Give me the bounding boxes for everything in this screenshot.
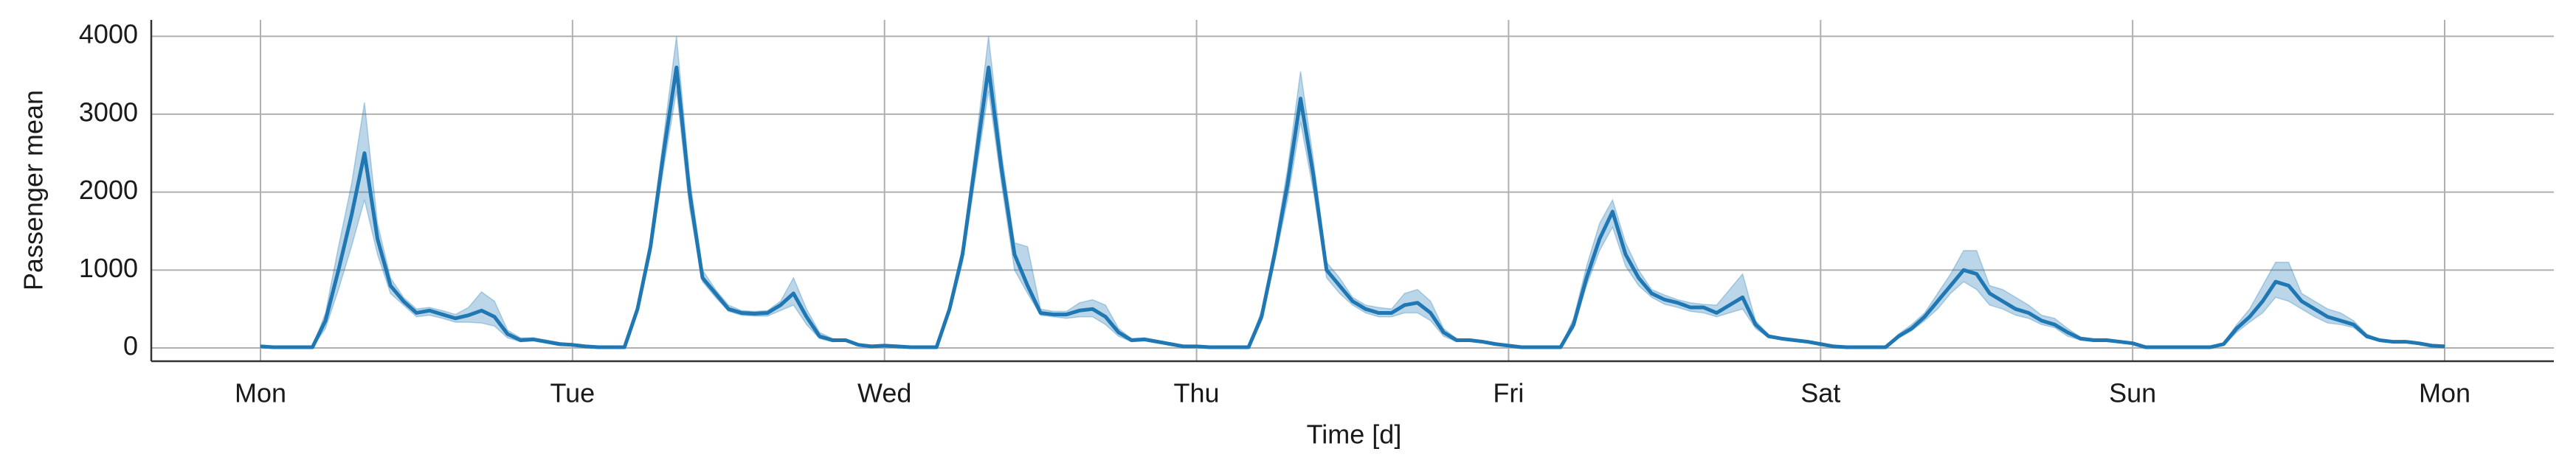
x-tick-label: Mon <box>2419 378 2470 408</box>
y-axis-label: Passenger mean <box>18 90 49 290</box>
line <box>260 65 2445 349</box>
x-tick-label: Thu <box>1174 378 1220 408</box>
x-tick-label: Sun <box>2109 378 2156 408</box>
y-tick-label: 4000 <box>79 19 138 49</box>
x-axis-label: Time [d] <box>1307 419 1402 450</box>
x-tick-label: Fri <box>1493 378 1524 408</box>
x-tick-label: Mon <box>235 378 286 408</box>
y-tick-label: 2000 <box>79 175 138 205</box>
y-tick-label: 0 <box>123 331 138 361</box>
y-tick-label: 1000 <box>79 253 138 283</box>
confidence-band <box>260 36 2445 349</box>
y-tick-label: 3000 <box>79 97 138 127</box>
x-tick-label: Wed <box>857 378 911 408</box>
x-tick-label: Sat <box>1800 378 1840 408</box>
x-tick-label: Tue <box>550 378 595 408</box>
